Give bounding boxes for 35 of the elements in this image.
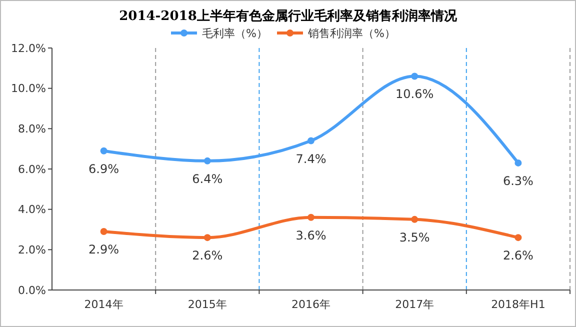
data-label: 3.6% (296, 228, 326, 242)
point (411, 216, 418, 223)
data-label: 6.3% (502, 174, 534, 188)
point (308, 214, 314, 221)
point (308, 137, 314, 144)
chart-title: 2014-2018上半年有色金属行业毛利率及销售利润率情况 (119, 8, 458, 24)
x-tick-label: 2018年H1 (491, 298, 546, 311)
data-label: 2.6% (192, 248, 223, 263)
y-tick-label: 4.0% (18, 203, 46, 216)
point (514, 234, 522, 242)
point (514, 159, 522, 166)
data-label: 6.9% (88, 162, 120, 176)
x-tick-label: 2015年 (188, 298, 227, 311)
x-tick-label: 2017年 (395, 298, 434, 311)
legend-label: 销售利润率（%） (307, 27, 396, 40)
point (204, 234, 211, 242)
point (204, 157, 211, 164)
y-tick-label: 10.0% (11, 82, 46, 96)
point (100, 228, 108, 236)
data-label: 10.6% (396, 87, 434, 102)
legend-label: 毛利率（%） (202, 27, 268, 40)
data-label: 2.6% (502, 248, 534, 263)
y-tick-label: 6.0% (18, 162, 46, 176)
y-tick-label: 0.0% (18, 284, 46, 297)
y-tick-label: 12.0% (11, 42, 46, 55)
x-tick-label: 2016年 (292, 298, 330, 311)
data-label: 7.4% (296, 152, 326, 166)
data-label: 2.9% (88, 242, 120, 257)
y-tick-label: 2.0% (18, 244, 46, 257)
x-tick-label: 2014年 (84, 298, 124, 311)
data-label: 3.5% (399, 230, 430, 244)
point (411, 72, 418, 80)
point (100, 147, 108, 154)
data-label: 6.4% (192, 172, 223, 186)
y-tick-label: 8.0% (18, 122, 46, 136)
